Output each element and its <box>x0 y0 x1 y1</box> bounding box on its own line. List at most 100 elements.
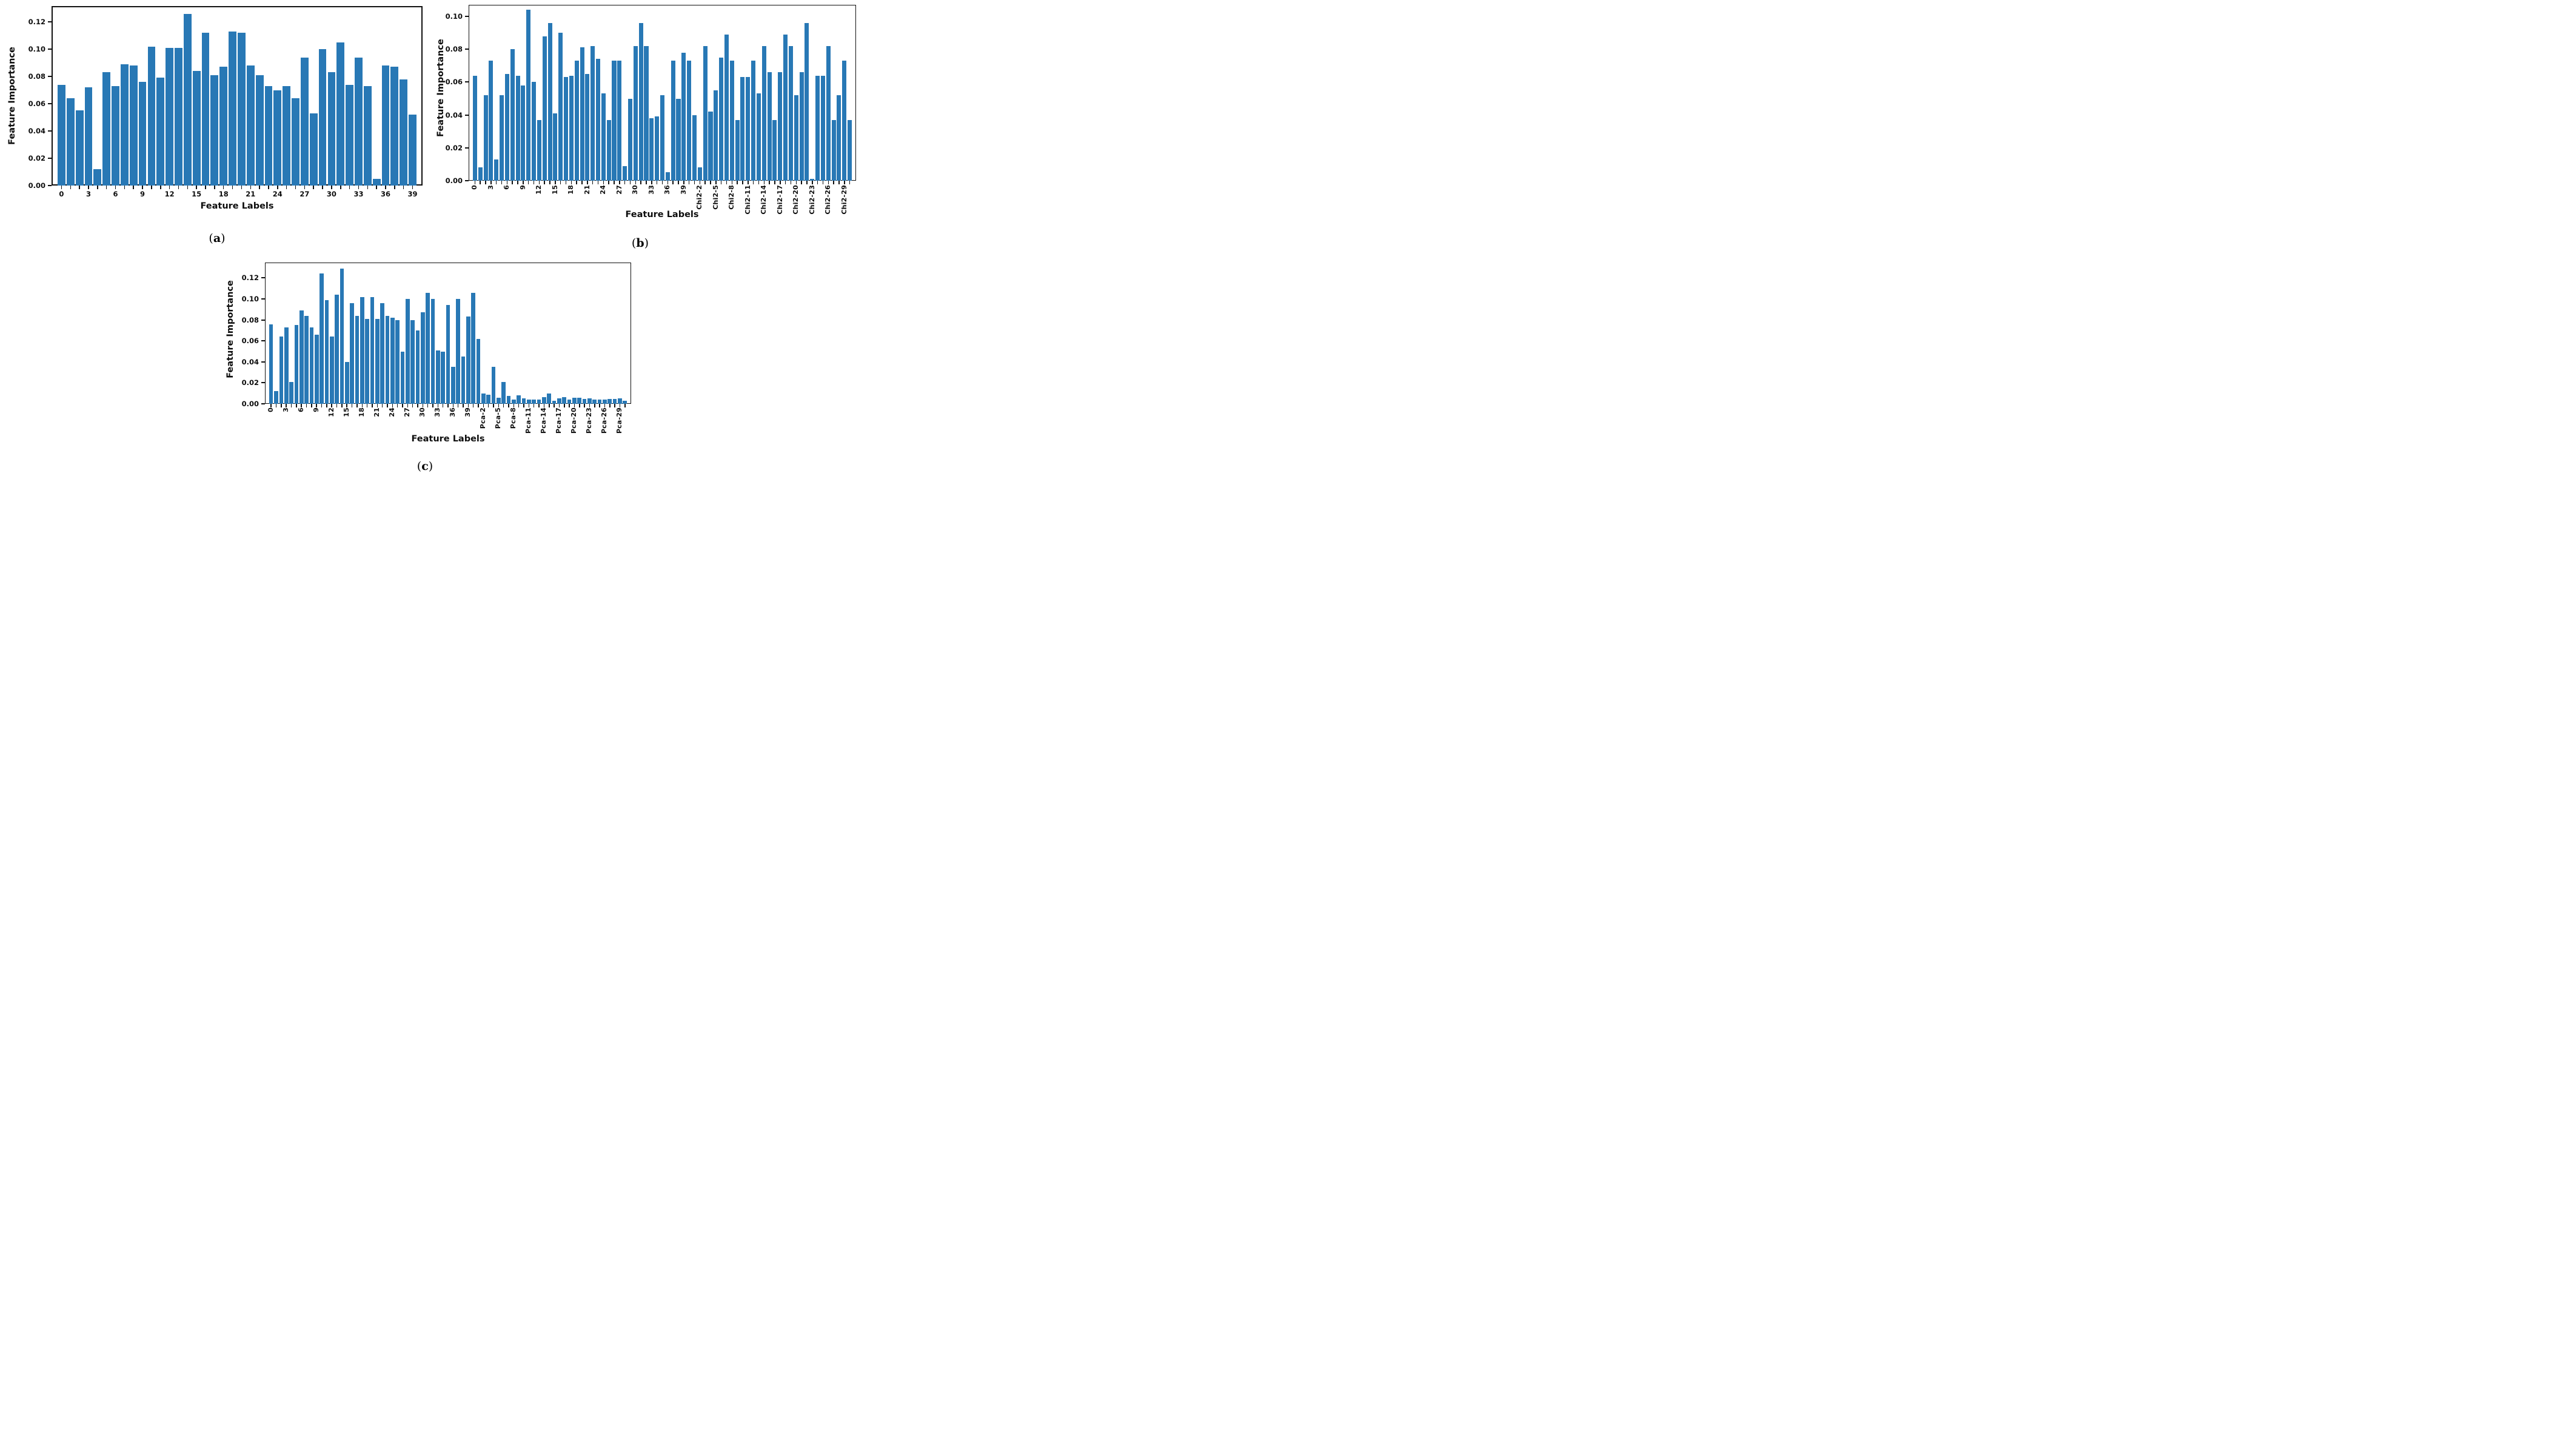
chart-a-bar <box>120 64 129 186</box>
chart-a-x-tick-mark <box>205 186 206 189</box>
chart-c-y-tick-mark <box>261 277 265 279</box>
chart-b-bar <box>729 61 734 181</box>
chart-c-bar <box>269 324 273 404</box>
chart-b-bar <box>617 61 622 181</box>
chart-b-x-tick-label: Chi2-14 <box>760 185 768 215</box>
chart-a-bar <box>201 33 210 186</box>
chart-c-bar <box>557 398 561 404</box>
chart-c-x-tick-label: 21 <box>373 407 381 417</box>
chart-b-x-tick-label: 12 <box>535 185 543 195</box>
chart-c-x-tick-mark <box>326 404 327 407</box>
chart-c-bar <box>324 300 329 404</box>
chart-c-y-tick-mark <box>261 382 265 384</box>
chart-a-x-tick-mark <box>79 186 80 189</box>
chart-a-x-tick-mark <box>133 186 134 189</box>
chart-c-x-tick-mark <box>619 404 621 407</box>
chart-b-x-tick-mark <box>587 181 588 184</box>
chart-c-bar <box>415 330 420 404</box>
chart-a-y-tick-mark <box>48 158 52 159</box>
chart-c-x-tick-mark <box>564 404 565 407</box>
chart-b-bar <box>837 95 841 181</box>
chart-a-bar <box>229 31 236 186</box>
chart-b-x-tick-mark <box>833 181 834 184</box>
chart-c-x-tick-mark <box>513 404 515 407</box>
chart-c-bar <box>572 398 577 404</box>
chart-a-bar <box>175 47 182 186</box>
chart-b-bar <box>655 116 660 181</box>
chart-b-bar <box>515 75 520 181</box>
chart-b-bar <box>724 34 729 181</box>
chart-c-bar <box>309 327 314 404</box>
chart-c-bar <box>355 315 360 404</box>
chart-b-y-tick-label: 0.06 <box>445 78 463 87</box>
chart-b-x-tick-mark <box>785 181 786 184</box>
chart-a-y-axis-title: Feature Importance <box>7 47 17 145</box>
chart-c-x-tick-mark <box>533 404 535 407</box>
chart-a-x-tick-mark <box>412 186 413 189</box>
chart-b-x-tick-label: Chi2-8 <box>728 185 736 210</box>
chart-b-caption: (b) <box>632 236 649 250</box>
chart-a-bar <box>273 90 282 186</box>
chart-a-bar <box>309 113 318 186</box>
chart-b-x-tick-mark <box>538 181 540 184</box>
chart-c-bar <box>471 292 475 404</box>
chart-b-x-tick-mark <box>640 181 641 184</box>
chart-c-x-tick-mark <box>523 404 524 407</box>
chart-a-bar <box>138 82 147 186</box>
chart-c-x-tick-mark <box>472 404 474 407</box>
chart-a-bar <box>363 85 372 186</box>
chart-a-bar <box>58 84 65 186</box>
chart-a-bar <box>219 67 228 186</box>
chart-b-x-tick-mark <box>661 181 663 184</box>
chart-c-bar <box>405 299 410 404</box>
chart-c-bar <box>365 318 369 404</box>
chart-a-x-tick-mark <box>340 186 341 189</box>
caption-c-paren-close: ) <box>428 460 433 473</box>
chart-b-bar <box>687 61 692 181</box>
chart-c-caption: (c) <box>417 460 433 473</box>
chart-c-x-tick-mark <box>396 404 398 407</box>
chart-b-x-tick-mark <box>533 181 535 184</box>
chart-c-x-tick-label: Pca-11 <box>524 407 533 434</box>
chart-c-x-tick-mark <box>493 404 494 407</box>
chart-a-bar <box>264 85 273 186</box>
chart-b-x-tick-mark <box>667 181 669 184</box>
chart-c-bar <box>294 325 299 404</box>
chart-b-x-tick-mark <box>672 181 674 184</box>
chart-b-x-tick-mark <box>501 181 503 184</box>
chart-a-x-tick-label: 3 <box>85 190 91 198</box>
chart-c-x-tick-mark <box>296 404 297 407</box>
chart-c-x-tick-mark <box>508 404 509 407</box>
chart-b-x-tick-label: 27 <box>615 185 623 195</box>
chart-c-y-tick-mark <box>261 361 265 363</box>
chart-b-bar <box>585 73 590 181</box>
chart-c-x-tick-label: Pca-26 <box>600 407 609 434</box>
chart-c-x-tick-label: Pca-8 <box>509 407 518 429</box>
chart-c-x-tick-mark <box>407 404 409 407</box>
chart-b-x-tick-mark <box>769 181 770 184</box>
chart-c-bar <box>430 299 435 404</box>
chart-b-x-tick-label: 21 <box>583 185 591 195</box>
chart-c-y-tick-label: 0.10 <box>241 295 259 303</box>
chart-b-bar <box>489 61 493 181</box>
chart-c-x-tick-mark <box>604 404 606 407</box>
chart-c-bar <box>360 296 364 404</box>
chart-a-x-tick-mark <box>268 186 269 189</box>
chart-a-x-tick-label: 12 <box>164 190 175 198</box>
chart-c-x-tick-label: 33 <box>433 407 442 417</box>
chart-c-bar <box>340 268 344 404</box>
chart-c-x-tick-mark <box>366 404 368 407</box>
chart-a-x-tick-mark <box>178 186 179 189</box>
chart-a-x-tick-mark <box>169 186 170 189</box>
chart-b-x-tick-mark <box>683 181 684 184</box>
chart-c-x-tick-mark <box>392 404 393 407</box>
chart-a-bar <box>300 57 309 186</box>
chart-c-bar <box>370 296 375 404</box>
chart-c-x-tick-mark <box>483 404 484 407</box>
chart-b-x-tick-mark <box>485 181 486 184</box>
chart-b-y-tick-label: 0.08 <box>445 45 463 54</box>
caption-b-paren-open: ( <box>631 236 637 250</box>
chart-c-y-tick-mark <box>261 319 265 321</box>
chart-c-y-tick-label: 0.00 <box>241 400 259 408</box>
chart-b-x-tick-mark <box>748 181 749 184</box>
